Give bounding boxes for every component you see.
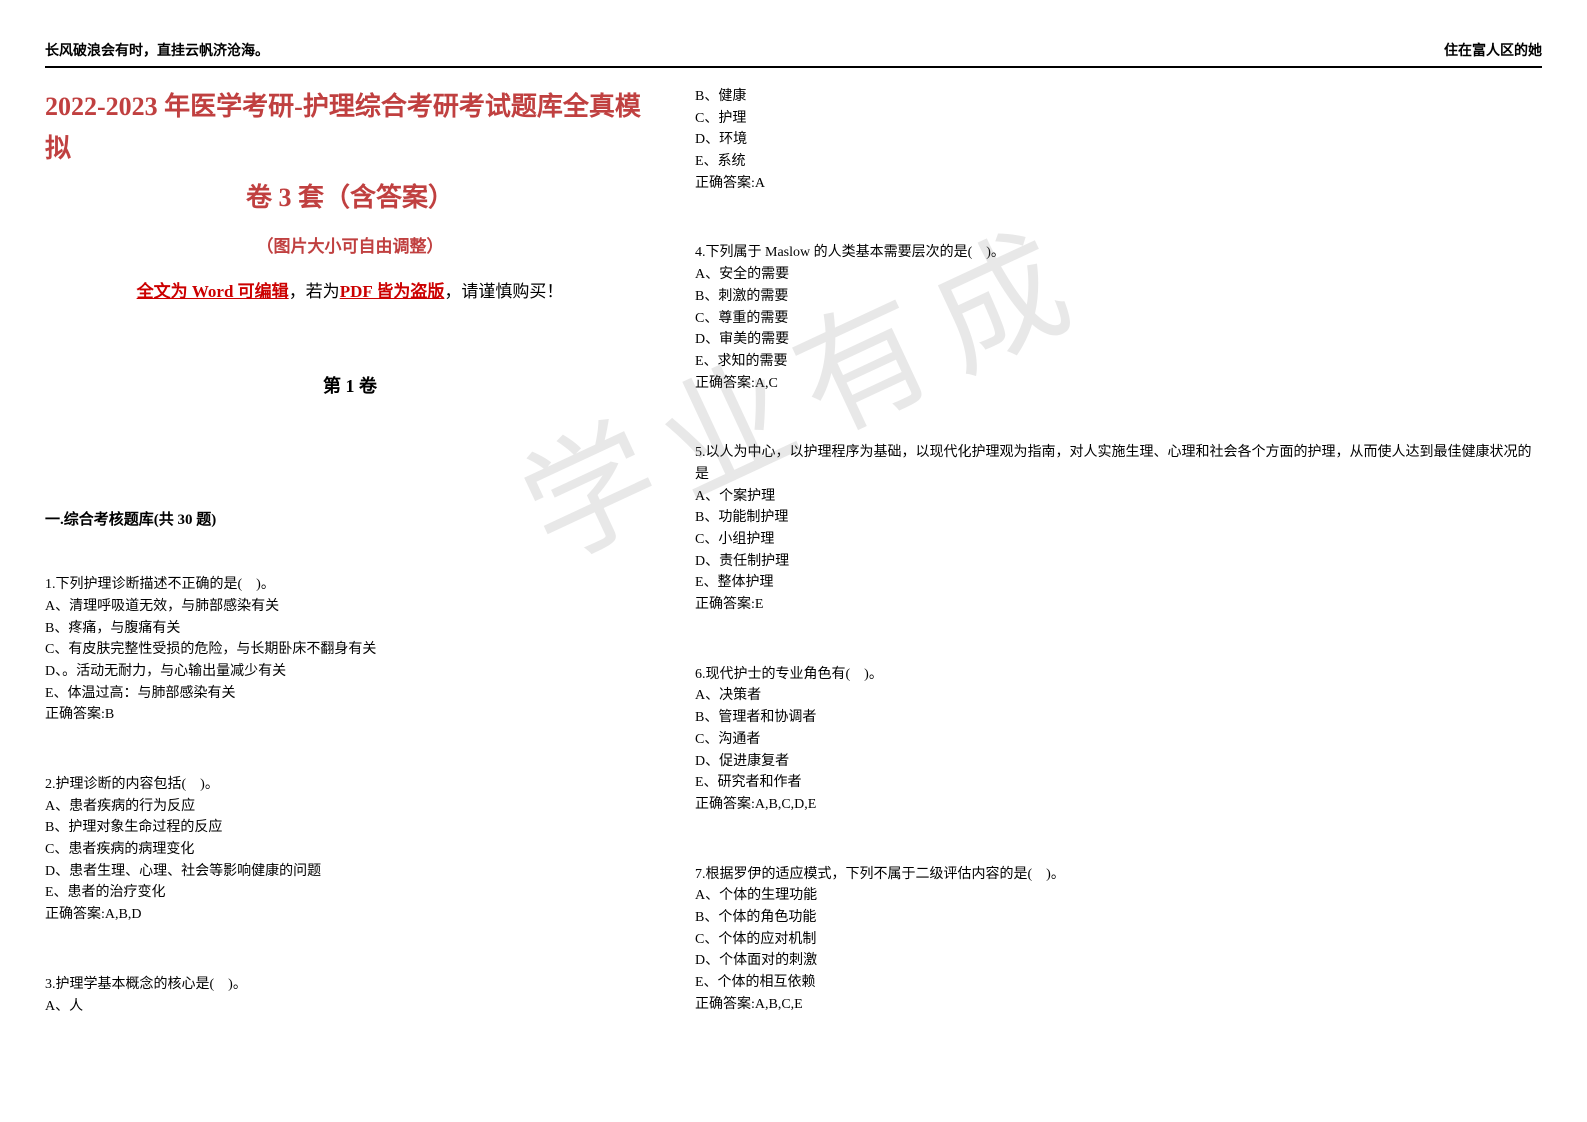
option-c: C、有皮肤完整性受损的危险，与长期卧床不翻身有关 bbox=[45, 639, 655, 661]
answer: 正确答案:A,B,C,E bbox=[695, 994, 1542, 1016]
caution-label: ，请谨慎购买！ bbox=[444, 282, 563, 301]
header-left: 长风破浪会有时，直挂云帆济沧海。 bbox=[45, 40, 269, 60]
option-e: E、研究者和作者 bbox=[695, 772, 1542, 794]
option-d: D、促进康复者 bbox=[695, 751, 1542, 773]
subtitle: 卷 3 套（含答案） bbox=[45, 177, 655, 214]
answer: 正确答案:A bbox=[695, 173, 1542, 195]
option-e: E、患者的治疗变化 bbox=[45, 882, 655, 904]
option-b: B、个体的角色功能 bbox=[695, 907, 1542, 929]
question-text: 7.根据罗伊的适应模式，下列不属于二级评估内容的是( )。 bbox=[695, 864, 1542, 886]
note-separator: ，若为 bbox=[289, 282, 340, 301]
question-5: 5.以人为中心，以护理程序为基础，以现代化护理观为指南，对人实施生理、心理和社会… bbox=[695, 442, 1542, 616]
option-b: B、健康 bbox=[695, 86, 1542, 108]
section-title: 一.综合考核题库(共 30 题) bbox=[45, 508, 655, 529]
question-2: 2.护理诊断的内容包括( )。 A、患者疾病的行为反应 B、护理对象生命过程的反… bbox=[45, 774, 655, 926]
question-text: 5.以人为中心，以护理程序为基础，以现代化护理观为指南，对人实施生理、心理和社会… bbox=[695, 442, 1542, 485]
option-b: B、功能制护理 bbox=[695, 507, 1542, 529]
option-c: C、个体的应对机制 bbox=[695, 929, 1542, 951]
option-c: C、患者疾病的病理变化 bbox=[45, 839, 655, 861]
option-c: C、小组护理 bbox=[695, 529, 1542, 551]
option-b: B、疼痛，与腹痛有关 bbox=[45, 618, 655, 640]
option-a: A、安全的需要 bbox=[695, 264, 1542, 286]
question-7: 7.根据罗伊的适应模式，下列不属于二级评估内容的是( )。 A、个体的生理功能 … bbox=[695, 864, 1542, 1016]
option-a: A、患者疾病的行为反应 bbox=[45, 796, 655, 818]
question-text: 4.下列属于 Maslow 的人类基本需要层次的是( )。 bbox=[695, 242, 1542, 264]
question-4: 4.下列属于 Maslow 的人类基本需要层次的是( )。 A、安全的需要 B、… bbox=[695, 242, 1542, 394]
answer: 正确答案:A,B,C,D,E bbox=[695, 794, 1542, 816]
option-a: A、决策者 bbox=[695, 685, 1542, 707]
main-title: 2022-2023 年医学考研-护理综合考研考试题库全真模拟 bbox=[45, 86, 655, 169]
answer: 正确答案:A,C bbox=[695, 373, 1542, 395]
page-header: 长风破浪会有时，直挂云帆济沧海。 住在富人区的她 bbox=[45, 40, 1542, 68]
option-d: D、责任制护理 bbox=[695, 551, 1542, 573]
answer: 正确答案:A,B,D bbox=[45, 904, 655, 926]
answer: 正确答案:E bbox=[695, 594, 1542, 616]
question-text: 2.护理诊断的内容包括( )。 bbox=[45, 774, 655, 796]
word-editable-label: 全文为 Word 可编辑 bbox=[137, 282, 289, 301]
option-a: A、清理呼吸道无效，与肺部感染有关 bbox=[45, 596, 655, 618]
question-3-partial: 3.护理学基本概念的核心是( )。 A、人 bbox=[45, 974, 655, 1017]
pdf-piracy-label: PDF 皆为盗版 bbox=[340, 282, 445, 301]
option-c: C、护理 bbox=[695, 108, 1542, 130]
question-3-continued: B、健康 C、护理 D、环境 E、系统 正确答案:A bbox=[695, 86, 1542, 194]
option-a: A、人 bbox=[45, 996, 655, 1018]
right-column: B、健康 C、护理 D、环境 E、系统 正确答案:A 4.下列属于 Maslow… bbox=[695, 86, 1542, 1065]
option-d: D、环境 bbox=[695, 129, 1542, 151]
option-c: C、沟通者 bbox=[695, 729, 1542, 751]
option-e: E、个体的相互依赖 bbox=[695, 972, 1542, 994]
question-text: 3.护理学基本概念的核心是( )。 bbox=[45, 974, 655, 996]
option-e: E、体温过高：与肺部感染有关 bbox=[45, 683, 655, 705]
answer: 正确答案:B bbox=[45, 704, 655, 726]
option-e: E、系统 bbox=[695, 151, 1542, 173]
content-area: 2022-2023 年医学考研-护理综合考研考试题库全真模拟 卷 3 套（含答案… bbox=[45, 86, 1542, 1065]
option-b: B、刺激的需要 bbox=[695, 286, 1542, 308]
option-b: B、护理对象生命过程的反应 bbox=[45, 817, 655, 839]
question-text: 6.现代护士的专业角色有( )。 bbox=[695, 664, 1542, 686]
option-e: E、求知的需要 bbox=[695, 351, 1542, 373]
image-note: （图片大小可自由调整） bbox=[45, 232, 655, 257]
option-a: A、个案护理 bbox=[695, 486, 1542, 508]
question-1: 1.下列护理诊断描述不正确的是( )。 A、清理呼吸道无效，与肺部感染有关 B、… bbox=[45, 574, 655, 726]
option-a: A、个体的生理功能 bbox=[695, 885, 1542, 907]
question-6: 6.现代护士的专业角色有( )。 A、决策者 B、管理者和协调者 C、沟通者 D… bbox=[695, 664, 1542, 816]
header-right: 住在富人区的她 bbox=[1444, 40, 1542, 60]
option-d: D、。活动无耐力，与心输出量减少有关 bbox=[45, 661, 655, 683]
editable-note: 全文为 Word 可编辑，若为PDF 皆为盗版，请谨慎购买！ bbox=[45, 277, 655, 302]
option-d: D、审美的需要 bbox=[695, 329, 1542, 351]
option-c: C、尊重的需要 bbox=[695, 308, 1542, 330]
option-e: E、整体护理 bbox=[695, 572, 1542, 594]
option-d: D、患者生理、心理、社会等影响健康的问题 bbox=[45, 861, 655, 883]
volume-label: 第 1 卷 bbox=[45, 372, 655, 398]
option-d: D、个体面对的刺激 bbox=[695, 950, 1542, 972]
left-column: 2022-2023 年医学考研-护理综合考研考试题库全真模拟 卷 3 套（含答案… bbox=[45, 86, 655, 1065]
question-text: 1.下列护理诊断描述不正确的是( )。 bbox=[45, 574, 655, 596]
option-b: B、管理者和协调者 bbox=[695, 707, 1542, 729]
